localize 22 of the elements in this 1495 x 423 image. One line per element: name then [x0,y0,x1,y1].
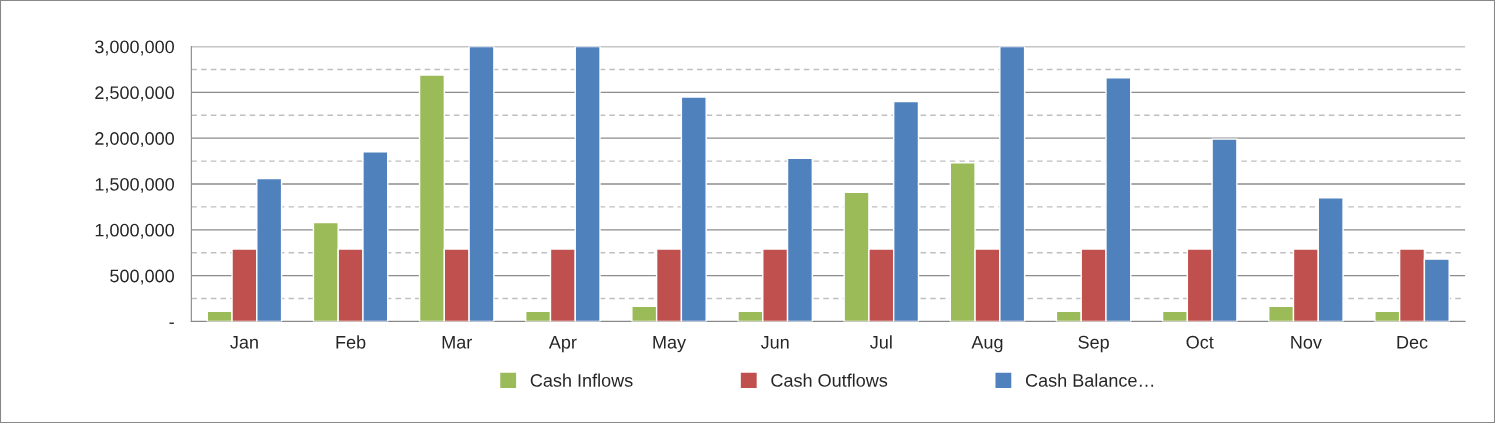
y-tick-label: 500,000 [110,269,174,285]
x-tick-label: Apr [548,336,577,353]
x-tick-label: Aug [971,336,1003,353]
legend-label: Cash Balance… [1025,373,1154,387]
legend-label: Cash Inflows [530,373,633,387]
x-tick-label: Oct [1186,335,1214,349]
y-tick-label: - [169,322,174,324]
x-tick-label: Jan [230,336,258,349]
x-tick-label: Mar [442,336,472,349]
legend-label: Cash Outflows [771,373,888,387]
y-tick-label: 2,000,000 [95,132,174,148]
x-tick-label: Jun [760,336,789,349]
x-tick-label: May [653,336,687,353]
x-tick-label: Jul [870,335,892,349]
y-tick-label: 2,500,000 [95,86,174,102]
y-tick-label: 3,000,000 [95,40,174,56]
x-tick-label: Dec [1397,336,1428,349]
x-tick-label: Feb [336,335,366,349]
y-tick-label: 1,000,000 [95,223,174,239]
y-tick-label: 1,500,000 [95,177,174,193]
x-tick-label: Sep [1078,335,1109,353]
x-tick-label: Nov [1291,336,1322,349]
